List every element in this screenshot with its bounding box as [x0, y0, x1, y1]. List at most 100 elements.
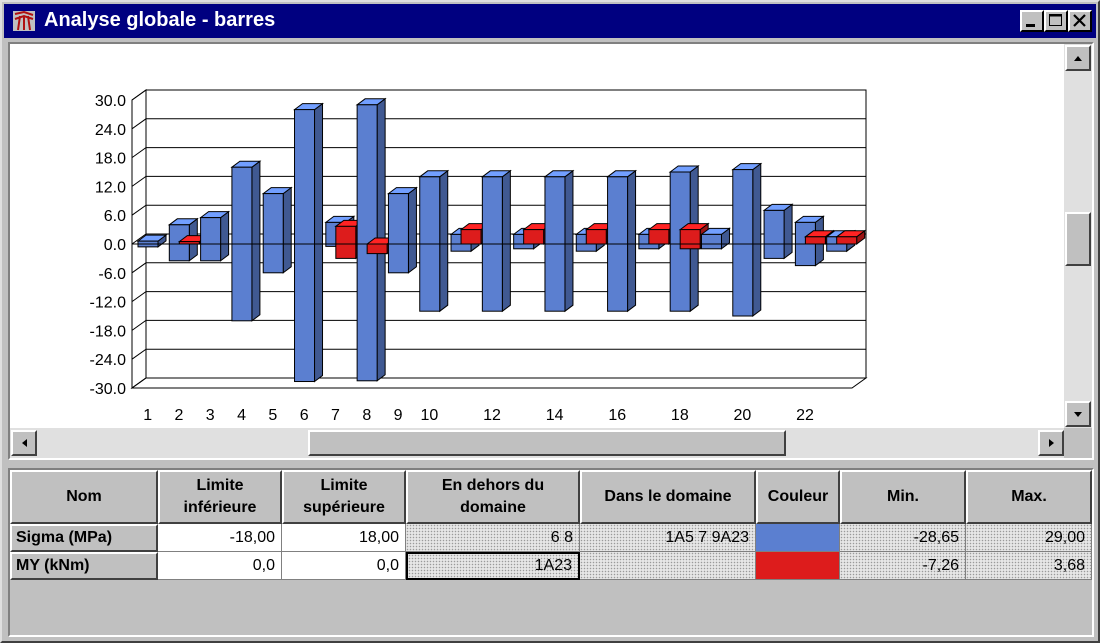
bar-side: [752, 162, 762, 317]
bar: [679, 229, 701, 250]
gridline: [131, 348, 866, 360]
column-header-limite-inferieure[interactable]: Limite inférieure: [158, 470, 282, 524]
y-tick-label: -6.0: [98, 266, 126, 283]
gridline: [131, 319, 866, 331]
x-tick-label: 20: [734, 407, 752, 424]
y-tick-label: 6.0: [104, 208, 126, 225]
x-tick-label: 10: [420, 407, 438, 424]
bar: [763, 209, 785, 259]
inside-domain-cell: 1A5 7 9A23: [580, 524, 756, 552]
inside-domain-cell: [580, 552, 756, 580]
column-header-nom[interactable]: Nom: [10, 470, 158, 524]
gridline: [131, 377, 866, 389]
max-value-cell: 3,68: [966, 552, 1092, 580]
row-name-my[interactable]: MY (kNm): [10, 552, 158, 580]
minimize-button[interactable]: [1020, 10, 1044, 32]
outside-domain-cell[interactable]: 1A23: [406, 552, 580, 580]
column-header-en-dehors-du-domaine[interactable]: En dehors du domaine: [406, 470, 580, 524]
x-tick-label: 6: [300, 407, 309, 424]
bar-side: [407, 186, 417, 274]
maximize-icon: [1049, 14, 1062, 26]
maximize-button[interactable]: [1044, 10, 1068, 32]
window-title: Analyse globale - barres: [44, 9, 276, 31]
arrow-right-icon: [1049, 439, 1054, 447]
arrow-left-icon: [22, 439, 27, 447]
scroll-left-button[interactable]: [11, 430, 37, 456]
bar: [200, 217, 222, 262]
y-tick-label: -24.0: [90, 352, 127, 369]
data-table: Nom Limite inférieure Limite supérieure …: [8, 468, 1094, 637]
x-tick-label: 12: [483, 407, 501, 424]
chart-floor: [130, 377, 868, 389]
x-tick-label: 14: [546, 407, 564, 424]
upper-limit-cell[interactable]: 0,0: [282, 552, 406, 580]
x-tick-label: 4: [237, 407, 246, 424]
bar-side: [314, 102, 324, 383]
gridline: [131, 89, 866, 101]
y-tick-label: 24.0: [95, 122, 126, 139]
bar: [460, 229, 482, 245]
x-tick-label: 2: [175, 407, 184, 424]
y-tick-label: -12.0: [90, 295, 127, 312]
vertical-scrollbar[interactable]: [1064, 44, 1092, 428]
max-value-cell: 29,00: [966, 524, 1092, 552]
bar: [294, 109, 316, 383]
min-value-cell: -7,26: [840, 552, 966, 580]
close-button[interactable]: [1068, 10, 1092, 32]
title-bar[interactable]: Analyse globale - barres: [4, 4, 1096, 38]
x-tick-label: 18: [671, 407, 689, 424]
y-tick-label: -30.0: [90, 381, 127, 398]
x-tick-label: 9: [394, 407, 403, 424]
upper-limit-cell[interactable]: 18,00: [282, 524, 406, 552]
bar: [366, 243, 388, 255]
bar-side: [439, 169, 449, 313]
bar-side: [282, 186, 292, 274]
column-header-max[interactable]: Max.: [966, 470, 1092, 524]
x-tick-label: 3: [206, 407, 215, 424]
arrow-up-icon: [1074, 56, 1082, 61]
scroll-up-button[interactable]: [1065, 45, 1091, 71]
x-tick-label: 22: [796, 407, 814, 424]
lower-limit-cell[interactable]: -18,00: [158, 524, 282, 552]
column-header-dans-le-domaine[interactable]: Dans le domaine: [580, 470, 756, 524]
bar-chart: 30.0 24.0 18.0 12.0 6.0 0.0 -6.0 -12.0 -18.0 -24.…: [90, 89, 868, 424]
x-tick-label: 1: [143, 407, 152, 424]
min-value-cell: -28,65: [840, 524, 966, 552]
bar: [335, 225, 357, 259]
lower-limit-cell[interactable]: 0,0: [158, 552, 282, 580]
x-tick-label: 5: [268, 407, 277, 424]
bar: [523, 229, 545, 245]
x-tick-label: 16: [608, 407, 626, 424]
bar-side: [251, 160, 261, 322]
scroll-right-button[interactable]: [1038, 430, 1064, 456]
horizontal-scroll-thumb[interactable]: [308, 430, 786, 456]
bar-side: [564, 169, 574, 313]
vertical-scroll-thumb[interactable]: [1065, 212, 1091, 266]
horizontal-scrollbar[interactable]: [10, 428, 1066, 458]
y-tick-label: 12.0: [95, 179, 126, 196]
close-icon: [1073, 14, 1086, 27]
app-icon[interactable]: [12, 10, 36, 32]
bar: [836, 236, 858, 245]
column-header-limite-superieure[interactable]: Limite supérieure: [282, 470, 406, 524]
row-name-sigma[interactable]: Sigma (MPa): [10, 524, 158, 552]
arrow-down-icon: [1074, 412, 1082, 417]
column-header-couleur[interactable]: Couleur: [756, 470, 840, 524]
bar-side: [501, 169, 511, 313]
chart-pane: 30.0 24.0 18.0 12.0 6.0 0.0 -6.0 -12.0 -18.0 -24.…: [8, 42, 1094, 460]
bar-side: [783, 203, 793, 260]
gridline: [131, 118, 866, 130]
column-header-min[interactable]: Min.: [840, 470, 966, 524]
scroll-down-button[interactable]: [1065, 401, 1091, 427]
color-swatch[interactable]: [756, 552, 840, 580]
bar: [387, 193, 409, 274]
color-swatch[interactable]: [756, 524, 840, 552]
y-tick-label: 30.0: [95, 93, 126, 110]
bar: [585, 229, 607, 245]
bar: [732, 169, 754, 317]
outside-domain-cell: 6 8: [406, 524, 580, 552]
bar-side: [627, 169, 637, 313]
gridline: [131, 147, 866, 159]
y-tick-label: 18.0: [95, 151, 126, 168]
